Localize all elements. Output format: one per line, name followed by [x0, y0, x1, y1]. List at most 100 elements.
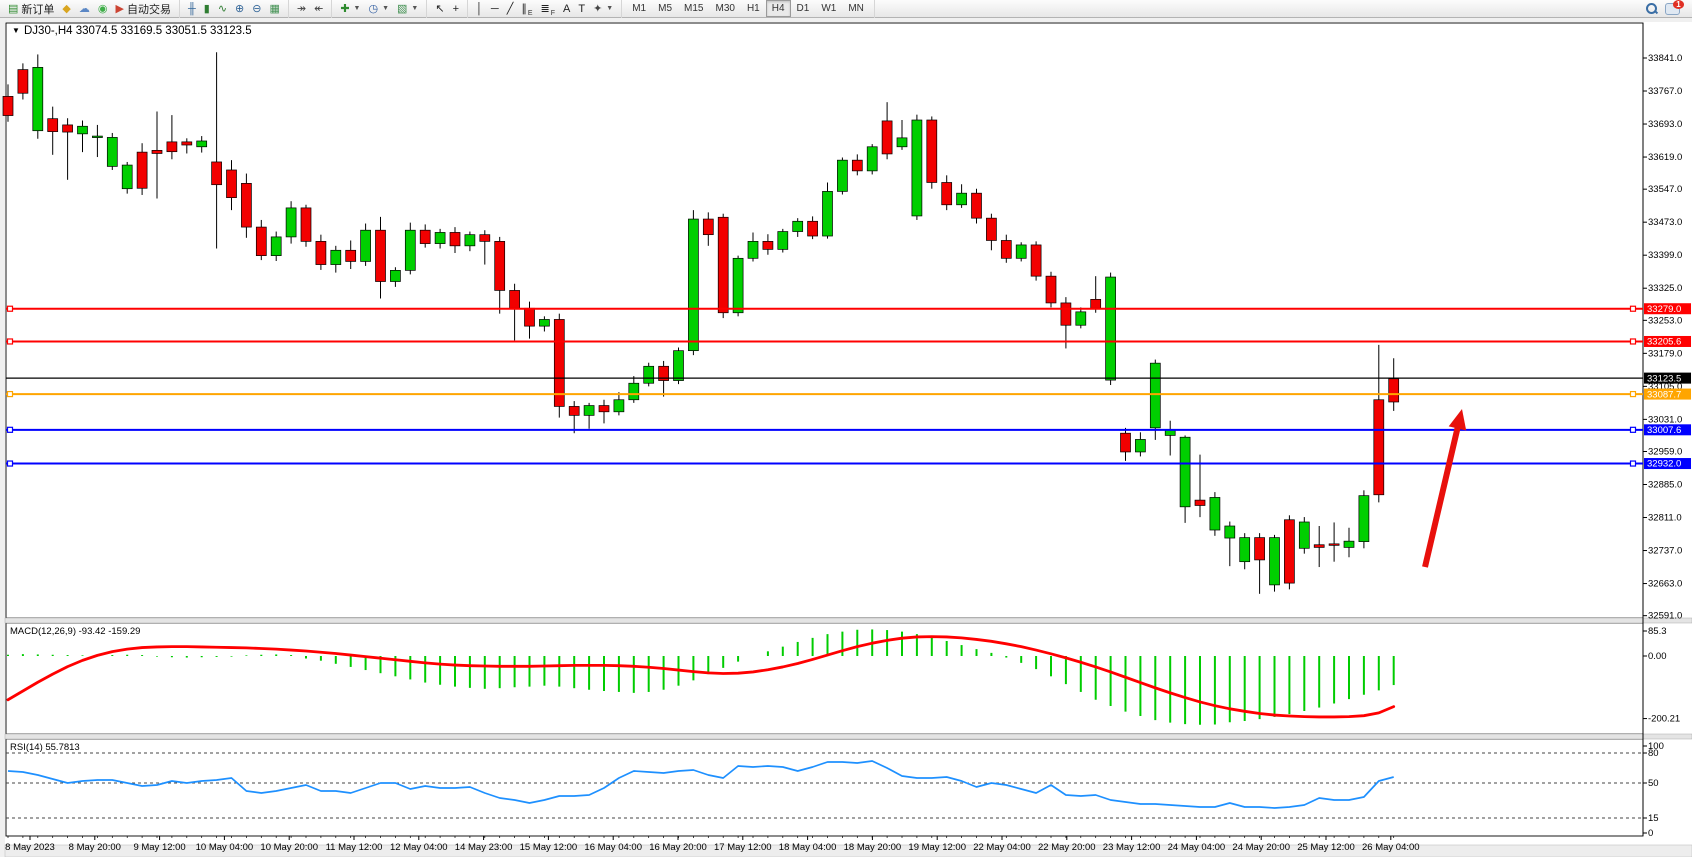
- horizontal-line-button[interactable]: ─: [487, 0, 503, 18]
- chart-style-button[interactable]: ◆: [58, 0, 74, 18]
- chat-button[interactable]: 1: [1661, 0, 1684, 18]
- bear-candle: [702, 218, 714, 236]
- bear-candle: [1000, 240, 1012, 259]
- timeframe-mn[interactable]: MN: [848, 3, 864, 14]
- line-handle-square[interactable]: [1629, 305, 1637, 312]
- rsi-line: [7, 760, 1394, 809]
- timeframe-m5[interactable]: M5: [658, 3, 673, 14]
- timeframe-m1[interactable]: M1: [632, 3, 647, 14]
- search-button[interactable]: [1642, 0, 1661, 18]
- line-handle-square[interactable]: [6, 426, 14, 433]
- bear-candle: [1120, 432, 1131, 453]
- timeframe-m15[interactable]: M15: [684, 3, 704, 14]
- bull-candle: [673, 350, 684, 381]
- panel-splitter[interactable]: [4, 617, 1692, 624]
- bull-candle: [747, 241, 759, 259]
- trendline-button[interactable]: ╱: [503, 0, 518, 18]
- bar-chart-button[interactable]: ╫: [184, 0, 200, 18]
- line-handle-square[interactable]: [6, 390, 14, 398]
- fibonacci-button[interactable]: ≣ F: [536, 0, 559, 18]
- text-label-icon: T: [578, 2, 586, 15]
- bull-candle: [434, 232, 446, 244]
- symbol-dropdown-icon: ▼: [12, 26, 20, 35]
- autotrading-button-label: 自动交易: [126, 3, 171, 16]
- bull-candle: [360, 229, 371, 262]
- add-indicator-icon: ✚: [340, 2, 350, 15]
- price-tick-label: 32737.0: [1648, 546, 1682, 557]
- chart-shift-button[interactable]: ↞: [310, 0, 327, 18]
- signals-button[interactable]: ◉: [94, 0, 112, 18]
- new-order-button[interactable]: ▤ 新订单: [4, 0, 58, 18]
- price-level-badge-label: 33007.6: [1647, 425, 1681, 436]
- rsi-panel-frame: [5, 738, 1644, 837]
- line-handle-square[interactable]: [1629, 390, 1637, 398]
- bear-candle: [62, 124, 73, 133]
- channel-button[interactable]: ∥ E: [517, 0, 536, 18]
- bear-candle: [315, 241, 327, 265]
- tile-windows-button[interactable]: ▦: [265, 0, 283, 18]
- crosshair-icon: +: [452, 2, 460, 15]
- price-tick-label: 33547.0: [1648, 184, 1682, 195]
- timeframe-m30[interactable]: M30: [715, 3, 735, 14]
- bull-candle: [1239, 537, 1251, 563]
- time-tick-label: 26 May 04:00: [1362, 842, 1420, 853]
- bull-candle: [196, 140, 208, 148]
- line-handle-square[interactable]: [6, 305, 14, 312]
- line-handle-square[interactable]: [6, 338, 14, 345]
- rsi-axis-label: 80: [1648, 748, 1659, 759]
- bull-candle: [1015, 244, 1027, 259]
- clock-icon: ◷: [368, 2, 379, 15]
- line-handle-square[interactable]: [1629, 460, 1637, 467]
- line-handle-square[interactable]: [1629, 338, 1637, 345]
- panel-splitter[interactable]: [4, 733, 1692, 740]
- price-level-badge: [1644, 458, 1691, 470]
- time-tick-label: 19 May 12:00: [908, 842, 966, 853]
- bear-candle: [881, 120, 893, 155]
- line-handle-square[interactable]: [6, 460, 14, 467]
- crosshair-button[interactable]: +: [449, 0, 463, 18]
- price-tick-label: 32885.0: [1648, 480, 1682, 491]
- auto-scroll-button[interactable]: ↠: [293, 0, 310, 18]
- bear-candle: [1045, 275, 1057, 304]
- vertical-line-button[interactable]: │: [472, 0, 487, 18]
- timeframe-w1[interactable]: W1: [821, 3, 837, 14]
- bull-candle: [92, 135, 103, 138]
- timeframe-d1[interactable]: D1: [796, 3, 810, 14]
- profile-button[interactable]: ☁: [75, 0, 94, 18]
- bull-candle: [1343, 540, 1355, 548]
- price-level-badge-label: 33087.7: [1647, 389, 1681, 400]
- arrows-button[interactable]: ✦ ▼: [589, 0, 617, 18]
- zoom-out-icon: ⊖: [252, 2, 262, 15]
- price-tick-label: 33399.0: [1648, 250, 1682, 261]
- chart-title: DJ30-,H4 33074.5 33169.5 33051.5 33123.5: [24, 25, 252, 37]
- main-panel-frame: [5, 22, 1644, 619]
- line-chart-button[interactable]: ∿: [214, 0, 231, 18]
- annotation-arrow[interactable]: [1422, 423, 1462, 568]
- timeframe-h1[interactable]: H1: [746, 3, 760, 14]
- text-label-button[interactable]: T: [574, 0, 589, 18]
- indicators-button[interactable]: ✚ ▼: [336, 0, 364, 18]
- bear-candle: [598, 405, 610, 413]
- macd-signal-line: [6, 635, 1396, 719]
- autotrading-button[interactable]: ▶ 自动交易: [111, 0, 174, 18]
- price-level-badge: [1644, 335, 1691, 347]
- price-tick-label: 32959.0: [1648, 446, 1682, 457]
- line-handle-square[interactable]: [1629, 426, 1637, 433]
- time-tick-label: 24 May 04:00: [1168, 842, 1226, 853]
- bull-candle: [1298, 521, 1310, 549]
- templates-button[interactable]: ▧ ▼: [393, 0, 422, 18]
- text-button[interactable]: A: [559, 0, 574, 18]
- timeframe-h4[interactable]: H4: [765, 0, 791, 17]
- cursor-button[interactable]: ↖: [431, 0, 448, 18]
- toolbar-group: ▤ 新订单 ◆ ☁ ◉ ▶ 自动交易: [0, 0, 180, 18]
- macd-label: MACD(12,26,9) -93.42 -159.29: [10, 626, 140, 637]
- annotation-arrow-head: [1448, 409, 1467, 431]
- zoom-in-button[interactable]: ⊕: [231, 0, 248, 18]
- periods-button[interactable]: ◷ ▼: [364, 0, 393, 18]
- price-tick-label: 33841.0: [1648, 53, 1682, 64]
- zoom-out-button[interactable]: ⊖: [248, 0, 265, 18]
- time-tick-label: 12 May 04:00: [390, 842, 448, 853]
- candlestick-button[interactable]: ▮: [200, 0, 214, 18]
- signal-icon: ◉: [97, 2, 108, 15]
